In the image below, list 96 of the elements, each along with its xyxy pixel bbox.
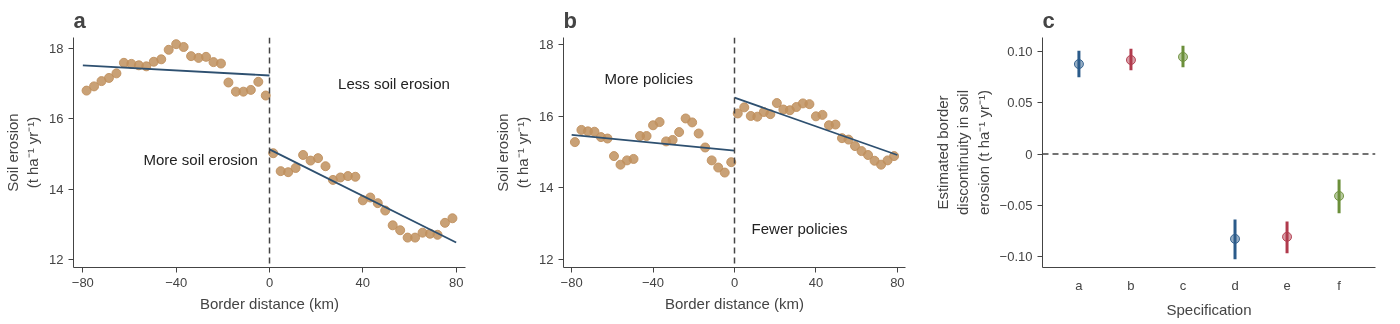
x-tick-label: −40 [165,274,188,290]
point [739,102,750,113]
annotation: Less soil erosion [338,75,450,92]
point [641,131,652,142]
x-tick-label: −80 [560,274,583,290]
point [589,126,600,137]
x-tick-label: 80 [890,274,905,290]
y-tick-label: −0.05 [999,197,1033,213]
point [447,213,458,224]
y-tick-label: 18 [539,37,554,53]
y-axis-title: Soil erosion (t ha⁻¹ yr⁻¹) [493,113,532,192]
point [771,98,782,109]
point [830,119,841,130]
y-tick-label: 14 [49,181,64,197]
point [387,220,398,231]
point [732,108,743,119]
y-tick-label: 12 [49,251,64,267]
point [719,167,730,178]
point [313,153,324,164]
chart-title: a [73,7,87,33]
x-axis-title: Border distance (km) [664,294,805,312]
point [290,162,301,173]
point [283,167,294,178]
x-axis-title: Specification [1166,300,1252,318]
x-tick-label: f [1337,277,1342,293]
point [687,117,698,128]
point [654,117,665,128]
y-tick-label: −0.10 [999,248,1033,264]
x-tick-label: 40 [355,274,371,290]
x-tick-label: 0 [265,274,274,290]
point [713,162,724,173]
point [1230,233,1241,244]
point [706,155,717,166]
chart-title: b [563,7,577,33]
point [320,161,331,172]
point [245,84,256,95]
point [163,44,174,55]
annotation: Fewer policies [751,219,848,237]
point [178,42,189,52]
annotation: More policies [604,70,693,88]
y-tick-label: 0 [1025,146,1033,162]
x-tick-label: 80 [448,274,464,290]
y-tick-label: 16 [49,111,64,127]
point [260,90,271,101]
point [156,54,167,65]
x-tick-label: e [1283,277,1291,293]
point [804,99,815,110]
point [569,137,580,148]
point [863,150,874,160]
x-tick-label: c [1179,277,1187,293]
point [882,155,893,166]
y-tick-label: 14 [539,180,554,196]
point [253,76,264,87]
point [667,134,678,145]
point [201,51,212,62]
point [410,232,421,243]
point [223,77,234,88]
y-tick-label: 16 [539,108,554,124]
chart-title: c [1042,7,1055,33]
y-tick-label: 0.10 [1007,44,1033,60]
point [1282,231,1293,242]
y-tick-label: 12 [539,252,554,268]
x-axis-title: Border distance (km) [199,294,340,312]
y-axis-title: Estimated border discontinuity in soil erosion (t ha⁻¹ yr⁻¹) [933,89,992,216]
point [215,58,226,69]
point [298,149,309,160]
point [89,81,100,92]
y-tick-label: 0.05 [1007,95,1033,111]
x-tick-label: 40 [808,274,824,290]
point [817,109,828,120]
point [350,171,361,182]
point [1125,55,1136,65]
x-tick-label: 0 [730,274,739,290]
point [395,225,406,236]
x-tick-label: d [1231,277,1239,293]
x-tick-label: −80 [71,274,94,290]
point [608,151,619,162]
point [111,68,122,79]
point [726,157,737,168]
point [305,155,316,166]
point [439,217,450,228]
point [674,127,685,138]
point [103,72,114,83]
point [693,128,704,139]
y-tick-label: 18 [49,40,64,56]
point [1334,190,1345,201]
y-axis-title: Soil erosion (t ha⁻¹ yr⁻¹) [3,113,42,192]
point [1073,59,1084,70]
point [628,153,639,164]
point [96,76,107,87]
x-tick-label: a [1075,277,1084,293]
annotation: More soil erosion [143,150,258,168]
x-tick-label: b [1127,277,1135,293]
x-tick-label: −40 [642,274,665,290]
point [1177,51,1188,62]
point [81,85,92,96]
